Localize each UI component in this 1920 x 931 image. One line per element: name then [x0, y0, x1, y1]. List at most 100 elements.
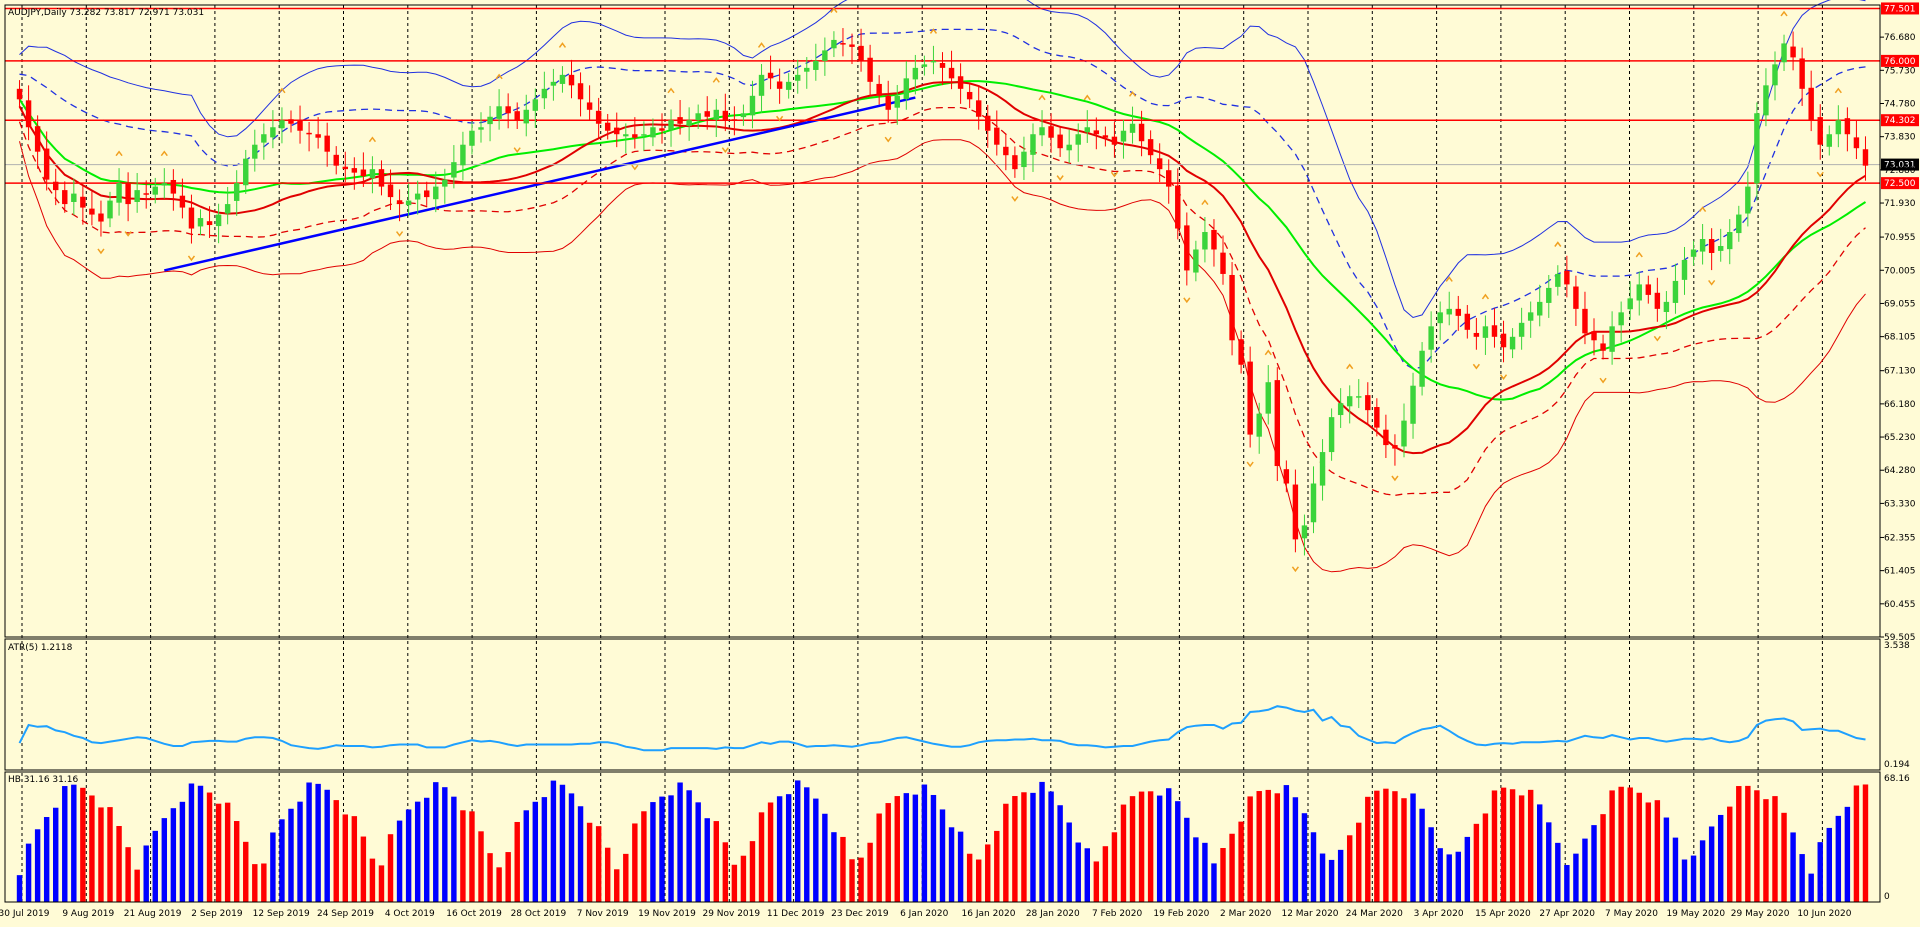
x-tick-label: 12 Mar 2020 — [1281, 909, 1338, 919]
candle-up — [71, 193, 77, 202]
fractal-down-marker — [1391, 475, 1399, 482]
candle-up — [243, 158, 249, 186]
hb-bar-red — [351, 816, 358, 902]
fractal-down-marker — [187, 255, 196, 262]
hb-bar-red — [1120, 804, 1127, 902]
hb-bar-blue — [957, 831, 964, 902]
hb-bar-red — [1862, 784, 1869, 902]
fractal-down-marker — [1183, 297, 1191, 304]
hb-bar-red — [80, 787, 86, 902]
fractal-up-marker — [1635, 251, 1643, 258]
hb-bar-blue — [405, 809, 412, 902]
candle-up — [740, 113, 747, 118]
x-tick-label: 6 Jan 2020 — [900, 909, 948, 919]
hb-bar-red — [595, 826, 602, 902]
candle-down — [1392, 445, 1398, 449]
hb-bar-red — [1346, 835, 1353, 902]
hb-bar-blue — [1699, 840, 1706, 902]
upper-band-line — [19, 0, 1866, 319]
hb-bar-red — [206, 792, 213, 902]
candle-up — [1763, 85, 1769, 116]
candle-down — [1862, 149, 1869, 166]
hb-bar-blue — [16, 875, 23, 902]
hb-bar-blue — [442, 787, 448, 902]
hb-bar-blue — [1663, 817, 1670, 902]
candle-up — [1754, 113, 1760, 184]
candle-down — [677, 117, 683, 124]
fractal-down-marker — [631, 164, 639, 171]
hb-bar-red — [342, 814, 348, 902]
hb-bar-blue — [1184, 817, 1190, 902]
hb-bar-blue — [1292, 797, 1299, 902]
hb-bar-red — [1636, 792, 1642, 902]
hb-bar-blue — [704, 818, 710, 902]
candle-down — [43, 148, 50, 180]
hb-bar-red — [604, 847, 611, 902]
hb-bar-red — [261, 863, 267, 902]
hb-bar-blue — [414, 801, 421, 902]
hb-bar-blue — [1808, 873, 1814, 902]
candle-up — [451, 162, 457, 178]
fractal-up-marker — [495, 73, 503, 80]
candle-up — [785, 81, 792, 90]
candle-down — [1292, 484, 1299, 540]
candle-down — [1600, 343, 1606, 351]
candle-up — [1319, 452, 1326, 486]
candle-down — [985, 115, 991, 131]
candle-down — [514, 111, 520, 121]
hb-bar-blue — [161, 818, 168, 902]
hb-bar-red — [1256, 791, 1262, 902]
hb-bar-blue — [1030, 792, 1036, 902]
hb-bar-red — [98, 807, 104, 902]
hb-bar-red — [1374, 790, 1380, 902]
candle-up — [1537, 301, 1543, 316]
hb-header: HB 31.16 31.16 — [8, 775, 78, 785]
hb-bar-blue — [1844, 806, 1851, 902]
hb-bar-blue — [1211, 863, 1217, 902]
candle-down — [966, 91, 973, 100]
candle-up — [487, 116, 493, 125]
hb-bar-red — [1365, 796, 1371, 902]
candle-up — [623, 134, 629, 137]
panel-frame — [4, 638, 1881, 771]
hb-bar-blue — [948, 827, 955, 902]
candle-down — [315, 134, 321, 138]
candle-down — [1708, 239, 1715, 253]
y-tick-label: 63.330 — [1884, 499, 1916, 509]
candle-down — [1184, 225, 1190, 271]
candle-down — [1808, 87, 1814, 121]
level-price-tag — [1881, 54, 1919, 67]
candle-up — [532, 99, 539, 111]
candle-down — [858, 45, 864, 61]
hb-bar-blue — [179, 801, 186, 902]
atr-header: ATR(5) 1.2118 — [8, 643, 73, 653]
hb-bar-blue — [1681, 859, 1688, 902]
candle-up — [1681, 259, 1688, 280]
candle-up — [1663, 301, 1670, 313]
hb-bar-blue — [1328, 859, 1335, 902]
hb-bar-blue — [188, 783, 195, 902]
candle-down — [1057, 134, 1063, 149]
hb-bar-blue — [25, 843, 32, 902]
hb-bar-blue — [677, 782, 683, 902]
candle-down — [1564, 270, 1570, 285]
x-tick-label: 2 Sep 2019 — [191, 909, 243, 919]
hb-bar-red — [469, 811, 475, 902]
fractal-markers — [97, 7, 1842, 573]
hb-bar-red — [586, 822, 593, 902]
hb-bar-blue — [1175, 801, 1181, 902]
candle-down — [125, 183, 131, 205]
hb-bar-red — [89, 795, 95, 902]
fractal-up-marker — [1554, 241, 1562, 247]
candle-up — [541, 88, 548, 99]
hb-bar-red — [1012, 796, 1018, 902]
hb-bar-red — [1093, 861, 1100, 902]
hb-bar-blue — [1464, 836, 1471, 902]
candle-down — [1003, 146, 1009, 156]
candle-up — [1627, 298, 1633, 310]
candle-down — [1220, 252, 1226, 274]
atr-tick-label: 0.194 — [1884, 760, 1910, 770]
hb-bar-red — [252, 864, 258, 902]
fractal-down-marker — [721, 147, 729, 153]
